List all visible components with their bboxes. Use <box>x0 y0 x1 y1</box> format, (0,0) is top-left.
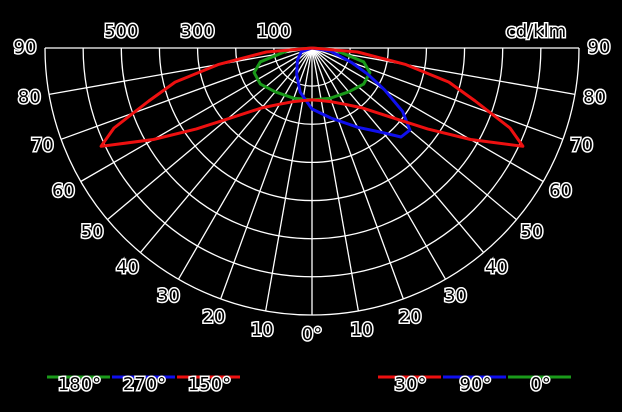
intensity-curve <box>99 46 525 148</box>
legend-label: 150° <box>188 374 231 395</box>
grid-spoke <box>60 47 313 140</box>
grid-spoke <box>311 47 576 96</box>
grid-spoke <box>311 47 447 280</box>
theta-tick-label: 0° <box>302 324 322 345</box>
grid-spoke <box>220 47 313 300</box>
theta-tick-label: 30 <box>157 286 180 307</box>
theta-tick-label: 70 <box>570 135 593 156</box>
grid-spoke <box>311 47 404 300</box>
theta-tick-label: 20 <box>399 307 422 328</box>
theta-tick-label: 20 <box>202 307 225 328</box>
theta-tick-label: 60 <box>52 181 75 202</box>
grid-spoke <box>107 47 313 221</box>
theta-tick-label: 50 <box>520 221 543 242</box>
grid-spoke <box>311 47 360 312</box>
theta-tick-label: 40 <box>485 257 508 278</box>
legend-label: 0° <box>530 374 550 395</box>
grid-spoke <box>48 47 313 96</box>
radial-unit: cd/klm <box>506 21 566 42</box>
theta-tick-label: 60 <box>549 181 572 202</box>
theta-tick-label: 90 <box>588 37 611 58</box>
grid-spoke <box>264 47 313 312</box>
grid-spoke <box>177 47 313 280</box>
grid-spoke <box>311 47 544 183</box>
grid-spoke <box>311 47 517 221</box>
r-tick-label: 300 <box>180 21 214 42</box>
theta-tick-label: 10 <box>251 320 274 341</box>
theta-tick-label: 70 <box>31 135 54 156</box>
intensity-curve <box>295 46 412 139</box>
theta-tick-label: 90 <box>14 37 37 58</box>
r-tick-label: 100 <box>257 21 291 42</box>
legend-label: 30° <box>395 374 427 395</box>
theta-tick-label: 10 <box>350 320 373 341</box>
theta-tick-label: 40 <box>116 257 139 278</box>
grid-spoke <box>80 47 313 183</box>
grid-spoke <box>311 47 485 253</box>
theta-tick-label: 50 <box>81 221 104 242</box>
legend-label: 180° <box>58 374 101 395</box>
legend-label: 90° <box>460 374 492 395</box>
theta-tick-label: 80 <box>18 87 41 108</box>
r-tick-label: 500 <box>104 21 138 42</box>
grid-spoke <box>139 47 313 253</box>
theta-tick-label: 30 <box>444 286 467 307</box>
legend-label: 270° <box>123 374 166 395</box>
theta-tick-label: 80 <box>583 87 606 108</box>
